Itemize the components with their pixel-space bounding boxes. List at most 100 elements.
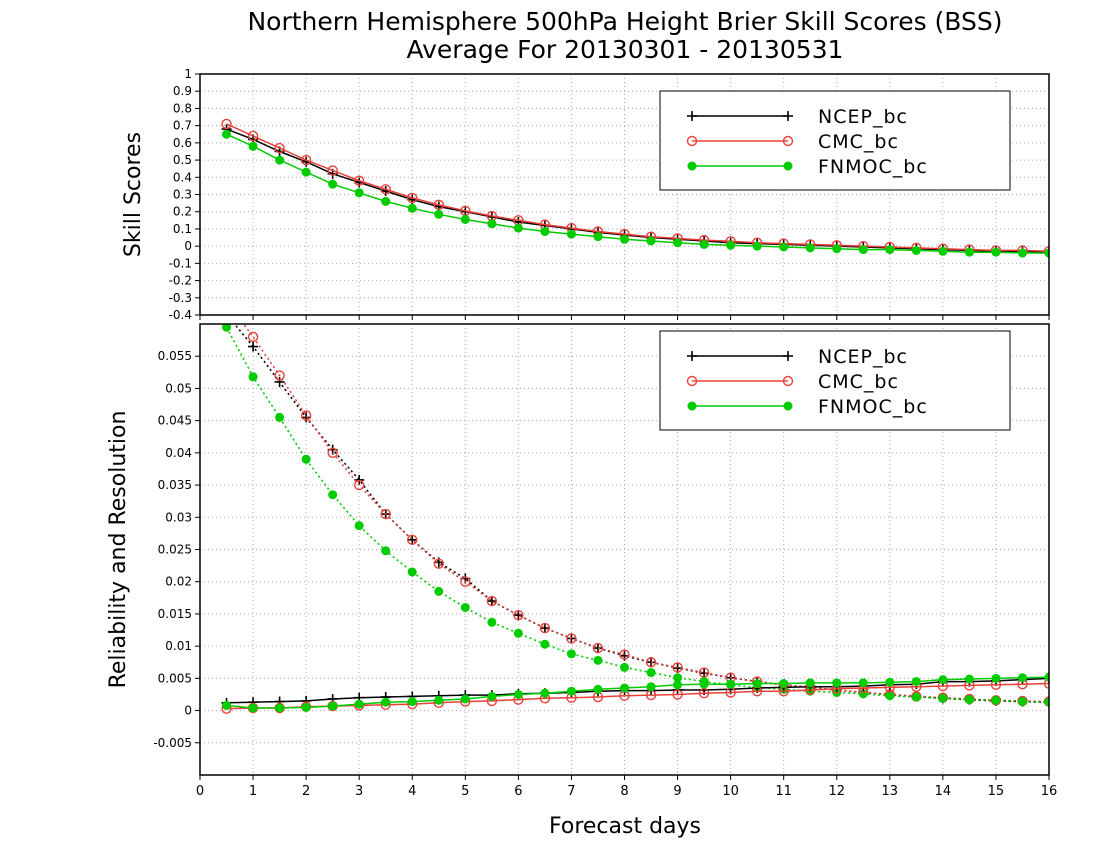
plot-frame <box>199 73 1050 316</box>
FNMOC_bc-point <box>938 246 948 256</box>
CMC_bc-point <box>274 370 285 381</box>
FNMOC_bc-point <box>832 678 842 688</box>
NCEP_bc-point <box>407 534 418 545</box>
series-CMC_bc-solid <box>221 118 1049 257</box>
x-tick-label: 9 <box>673 784 681 799</box>
y-tick-label: 1 <box>184 67 192 81</box>
CMC_bc-point <box>353 479 365 491</box>
y-tick-label: 0.6 <box>173 136 192 150</box>
CMC_bc-point <box>274 142 285 154</box>
FNMOC_bc-point <box>1017 673 1027 683</box>
FNMOC_bc-point <box>964 674 974 684</box>
y-tick-label: 0.05 <box>165 381 192 395</box>
y-tick-label: 0.7 <box>173 119 192 133</box>
y-tick-label: -0.1 <box>169 256 192 270</box>
FNMOC_bc-point <box>938 693 948 703</box>
FNMOC_bc-point <box>566 686 576 696</box>
CMC_bc-point <box>380 508 391 520</box>
x-tick-label: 1 <box>249 784 257 799</box>
CMC_bc-point <box>566 633 577 644</box>
FNMOC_bc-point <box>328 701 338 711</box>
y-tick-label: -0.4 <box>169 308 192 322</box>
FNMOC_bc-point <box>832 244 842 254</box>
FNMOC_bc-point <box>885 677 895 687</box>
legend-FNMOC_bc-point <box>783 161 793 171</box>
NCEP_bc-point <box>248 341 259 352</box>
skill-scores-panel: -0.4 -0.3 -0.2 -0.1 0 0.1 0.2 0.3 0.4 0.5 0.6 0.7 0.… <box>121 67 1050 322</box>
FNMOC_bc-point <box>460 602 470 612</box>
series-line-NCEP_bc <box>226 677 1049 704</box>
series-FNMOC_bc-solid <box>222 129 1049 258</box>
x-tick-label: 11 <box>775 784 792 799</box>
series-NCEP_bc-solid <box>221 673 1049 708</box>
CMC_bc-point <box>486 595 498 607</box>
y-axis-label: Reliability and Resolution <box>106 411 131 689</box>
FNMOC_bc-point <box>460 694 470 704</box>
FNMOC_bc-point <box>620 662 629 672</box>
y-tick-label: 0 <box>184 239 192 253</box>
FNMOC_bc-point <box>354 188 364 198</box>
y-tick-label: 0.8 <box>173 101 192 115</box>
y-tick-label: 0.1 <box>173 222 192 236</box>
FNMOC_bc-point <box>513 689 523 699</box>
FNMOC_bc-point <box>673 673 683 683</box>
legend: NCEP_bc CMC_bc FNMOC_bc <box>659 330 1011 431</box>
FNMOC_bc-point <box>858 245 868 255</box>
y-tick-label: 0.055 <box>158 349 192 363</box>
y-tick-label: 0.9 <box>173 84 192 98</box>
FNMOC_bc-point <box>858 678 868 688</box>
x-axis-label: Forecast days <box>549 814 701 839</box>
x-tick-label: 4 <box>408 784 416 799</box>
y-tick-label: 0.5 <box>173 153 192 167</box>
series-line-FNMOC_bc <box>225 326 1049 703</box>
legend-label-CMC_bc: CMC_bc <box>818 371 899 393</box>
CMC_bc-point <box>592 642 604 654</box>
FNMOC_bc-point <box>752 241 762 251</box>
NCEP_bc-point <box>301 412 312 423</box>
y-tick-label: 0.4 <box>173 170 192 184</box>
FNMOC_bc-point <box>328 179 338 189</box>
x-tick-label: 0 <box>196 784 204 799</box>
CMC_bc-point <box>221 118 232 130</box>
FNMOC_bc-point <box>301 454 311 464</box>
FNMOC_bc-point <box>805 678 815 688</box>
y-tick-label: 0.2 <box>173 205 192 219</box>
FNMOC_bc-point <box>487 617 497 627</box>
FNMOC_bc-point <box>434 209 444 219</box>
y-tick-label: 0.02 <box>165 575 192 589</box>
FNMOC_bc-point <box>646 236 656 246</box>
x-tick-label: 5 <box>461 784 469 799</box>
CMC_bc-point <box>1043 678 1049 689</box>
y-tick-label: -0.3 <box>169 291 192 305</box>
FNMOC_bc-point <box>1017 697 1027 707</box>
FNMOC_bc-point <box>407 567 417 577</box>
chart-subtitle: Average For 20130301 - 20130531 <box>406 35 843 64</box>
series-line-FNMOC_bc <box>226 676 1049 709</box>
FNMOC_bc-point <box>513 628 523 638</box>
FNMOC_bc-point <box>1044 672 1049 682</box>
legend-CMC_bc-point <box>782 375 794 387</box>
x-tick-label: 15 <box>988 784 1005 799</box>
y-tick-label: 0 <box>184 704 192 718</box>
FNMOC_bc-point <box>646 668 656 678</box>
x-tick-label: 16 <box>1041 784 1058 799</box>
legend-FNMOC_bc-point <box>687 401 697 411</box>
FNMOC_bc-point <box>911 677 921 687</box>
FNMOC_bc-point <box>911 692 921 702</box>
FNMOC_bc-point <box>938 675 948 685</box>
y-tick-label: 0.3 <box>173 188 192 202</box>
gridlines <box>200 324 1049 775</box>
CMC_bc-point <box>698 687 710 699</box>
chart-title: Northern Hemisphere 500hPa Height Brier … <box>247 7 1002 36</box>
FNMOC_bc-point <box>407 697 417 707</box>
FNMOC_bc-point <box>779 242 789 252</box>
CMC_bc-point <box>380 184 391 195</box>
FNMOC_bc-point <box>381 546 391 556</box>
FNMOC_bc-point <box>593 655 603 665</box>
FNMOC_bc-point <box>381 697 391 707</box>
legend-label-FNMOC_bc: FNMOC_bc <box>818 156 928 178</box>
FNMOC_bc-point <box>248 703 258 713</box>
FNMOC_bc-point <box>540 688 550 698</box>
series-FNMOC_bc-solid <box>222 672 1049 713</box>
FNMOC_bc-point <box>1044 697 1049 707</box>
